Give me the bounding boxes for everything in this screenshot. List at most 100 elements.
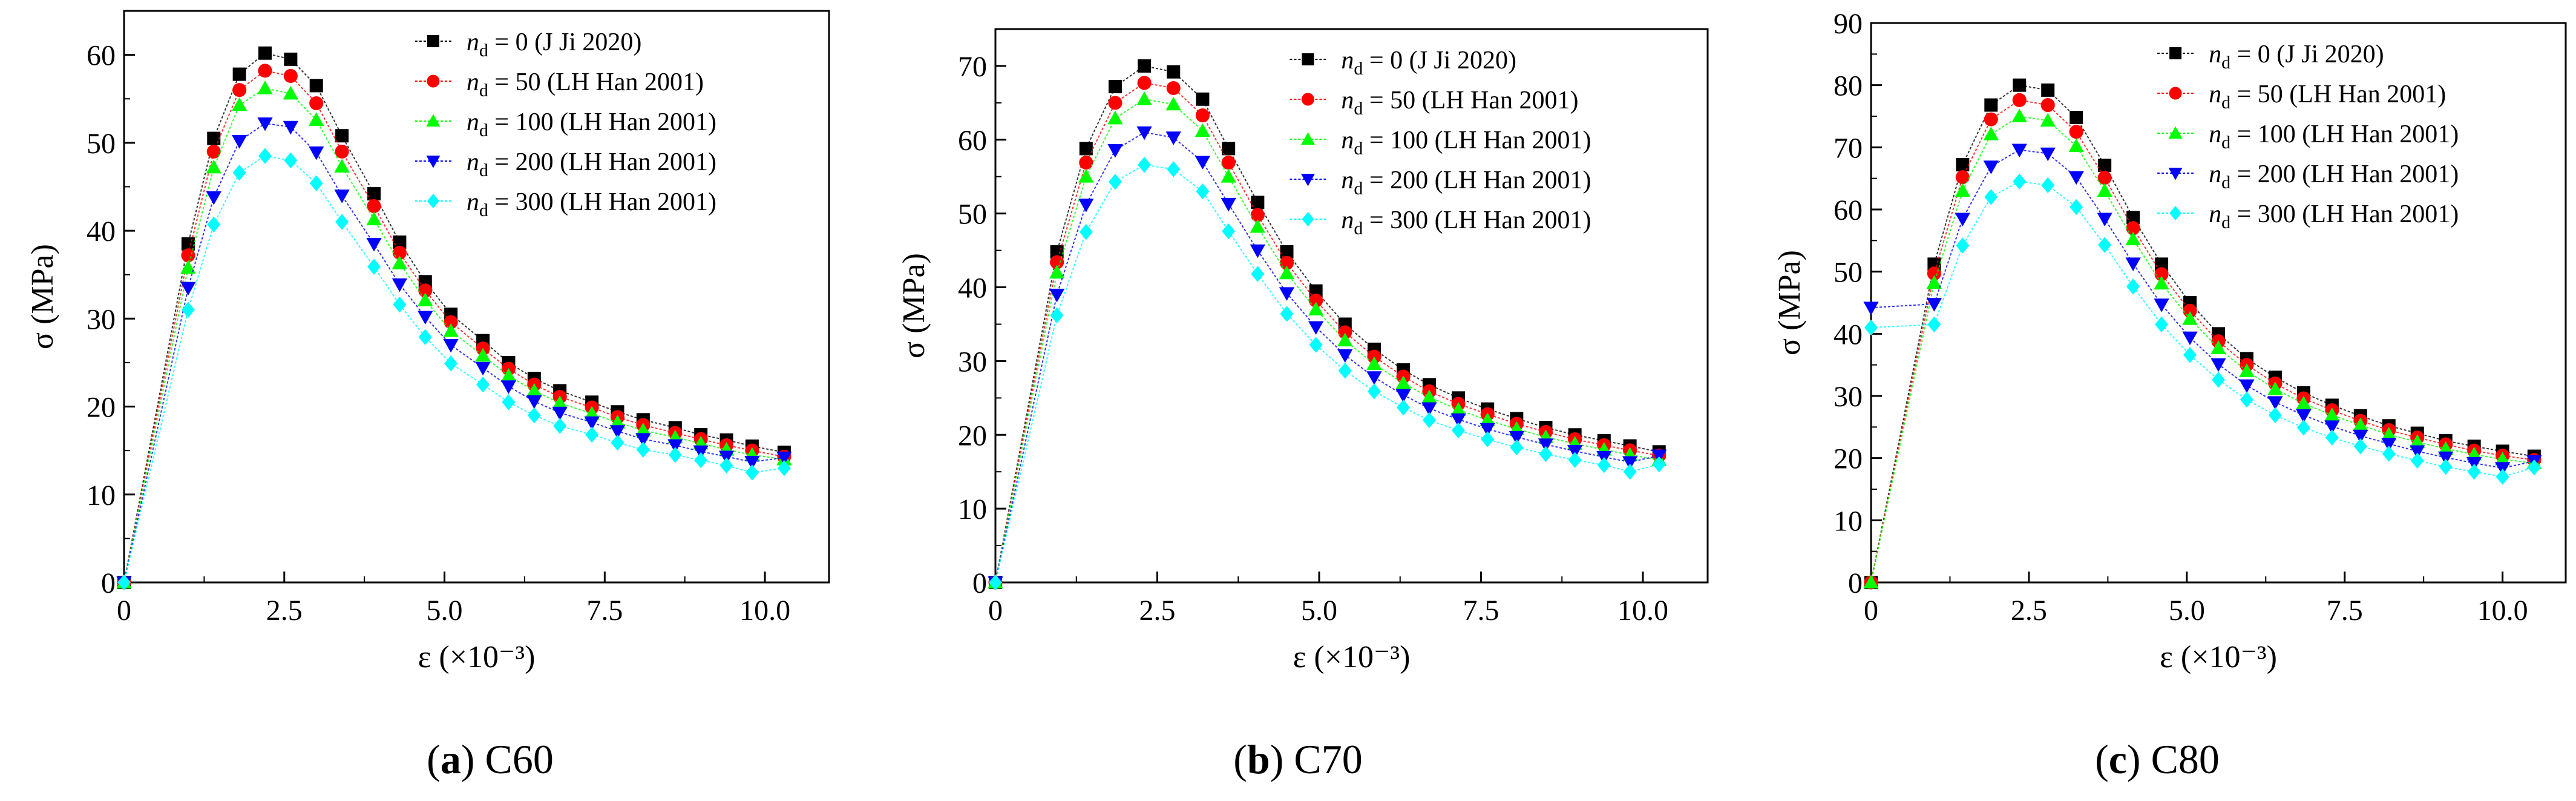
data-point-b-2 <box>1480 412 1495 426</box>
data-point-a-4 <box>527 407 541 424</box>
data-point-b-2 <box>1049 265 1065 279</box>
legend-marker-a-3 <box>426 156 441 168</box>
data-point-b-3 <box>1395 389 1411 403</box>
data-point-a-1 <box>206 144 221 159</box>
data-point-b-3 <box>1538 438 1554 452</box>
legend-label-c-1: nd = 50 (LH Han 2001) <box>2209 81 2446 113</box>
data-point-c-2 <box>2182 311 2198 325</box>
data-point-c-1 <box>2012 93 2027 107</box>
y-tick-label-b: 50 <box>958 199 987 231</box>
data-point-c-4 <box>2382 446 2396 462</box>
y-tick-label-c: 50 <box>1834 257 1863 289</box>
legend-item-b-0: nd = 0 (J Ji 2020) <box>1290 47 1516 79</box>
data-point-b-3 <box>1337 349 1353 363</box>
data-point-b-2 <box>1165 96 1181 111</box>
data-point-b-3 <box>1366 371 1382 385</box>
data-point-c-3 <box>2068 171 2084 185</box>
data-point-b-2 <box>1337 332 1353 347</box>
data-point-c-2 <box>2239 363 2255 377</box>
series-line-a-4 <box>123 155 784 583</box>
legend-marker-b-4 <box>1302 212 1314 226</box>
data-point-c-2 <box>2494 452 2511 466</box>
data-point-c-0 <box>1984 98 1998 112</box>
legend-marker-a-0 <box>427 35 439 47</box>
data-point-a-2 <box>231 97 247 111</box>
x-tick-label-c: 0 <box>1864 595 1878 627</box>
data-point-a-1 <box>232 83 247 97</box>
data-point-a-4 <box>444 355 458 372</box>
data-point-c-4 <box>2155 316 2169 333</box>
data-point-b-0 <box>1138 59 1152 73</box>
data-point-c-2 <box>2154 275 2169 290</box>
data-point-c-0 <box>2155 257 2169 271</box>
series-b-4 <box>989 157 1666 591</box>
data-point-b-3 <box>1136 126 1152 140</box>
data-point-a-3 <box>635 433 651 447</box>
series-line-a-3 <box>123 122 784 583</box>
data-point-c-0 <box>2013 78 2027 92</box>
data-point-c-4 <box>2240 391 2253 408</box>
data-point-b-1 <box>1221 156 1236 170</box>
data-point-a-0 <box>367 187 381 201</box>
legend-label-c-4: nd = 300 (LH Han 2001) <box>2209 200 2459 232</box>
x-tick-label-b: 10.0 <box>1617 595 1668 627</box>
data-point-c-4 <box>1984 189 1998 205</box>
legend-marker-c-0 <box>2169 47 2182 59</box>
x-tick-label-a: 10.0 <box>739 595 790 627</box>
data-point-a-2 <box>635 423 651 437</box>
y-tick-label-c: 90 <box>1834 8 1863 40</box>
data-point-a-3 <box>392 278 408 292</box>
data-point-b-4 <box>1481 431 1495 447</box>
y-tick-label-a: 60 <box>87 40 116 72</box>
data-point-c-1 <box>1984 112 1998 127</box>
y-tick-label-c: 70 <box>1834 132 1863 164</box>
data-point-a-0 <box>284 52 298 66</box>
data-point-a-3 <box>443 338 459 353</box>
data-point-a-2 <box>609 415 626 429</box>
data-point-b-4 <box>1309 337 1323 353</box>
series-line-c-4 <box>1870 180 2535 478</box>
data-point-a-4 <box>777 460 791 476</box>
legend-marker-c-3 <box>2168 168 2183 180</box>
data-point-c-2 <box>2267 381 2283 395</box>
y-tick-label-c: 30 <box>1834 381 1863 413</box>
y-tick-label-c: 20 <box>1834 443 1863 475</box>
caption-text-a: C60 <box>485 736 554 782</box>
data-point-c-2 <box>2040 113 2056 127</box>
data-point-b-4 <box>1079 223 1093 240</box>
data-point-a-4 <box>694 452 708 469</box>
data-point-c-3 <box>1926 298 1942 312</box>
x-tick-label-b: 5.0 <box>1301 595 1337 627</box>
data-point-b-2 <box>1250 219 1265 233</box>
data-point-a-2 <box>418 292 433 306</box>
y-tick-label-b: 0 <box>972 567 987 599</box>
data-point-c-3 <box>1955 213 1970 227</box>
data-point-b-1 <box>1108 96 1122 110</box>
data-point-c-3 <box>2154 298 2169 312</box>
data-point-a-3 <box>180 282 196 296</box>
y-tick-label-b: 30 <box>958 346 987 378</box>
data-point-b-1 <box>1309 293 1323 308</box>
x-tick-label-b: 0 <box>988 595 1003 627</box>
data-point-b-0 <box>1309 284 1323 298</box>
caption-text-c: C80 <box>2151 736 2220 782</box>
series-b-3 <box>988 126 1667 590</box>
y-tick-label-b: 40 <box>958 272 987 305</box>
data-point-c-3 <box>2296 409 2312 423</box>
data-point-c-2 <box>2466 446 2482 461</box>
x-tick-label-c: 5.0 <box>2169 595 2205 627</box>
data-point-a-4 <box>232 165 246 181</box>
caption-a: (a) C60 <box>427 736 554 782</box>
data-point-b-1 <box>1250 208 1265 222</box>
data-point-a-4 <box>258 148 272 164</box>
data-point-c-3 <box>2239 379 2255 394</box>
data-point-a-3 <box>667 439 683 453</box>
data-point-b-2 <box>1136 91 1152 105</box>
data-point-b-4 <box>1422 412 1436 429</box>
legend-marker-b-2 <box>1300 132 1315 145</box>
data-point-c-1 <box>2097 171 2112 185</box>
data-point-c-2 <box>2097 183 2112 197</box>
data-point-a-2 <box>206 159 221 174</box>
x-tick-label-a: 5.0 <box>427 595 463 627</box>
data-point-a-3 <box>231 135 247 149</box>
